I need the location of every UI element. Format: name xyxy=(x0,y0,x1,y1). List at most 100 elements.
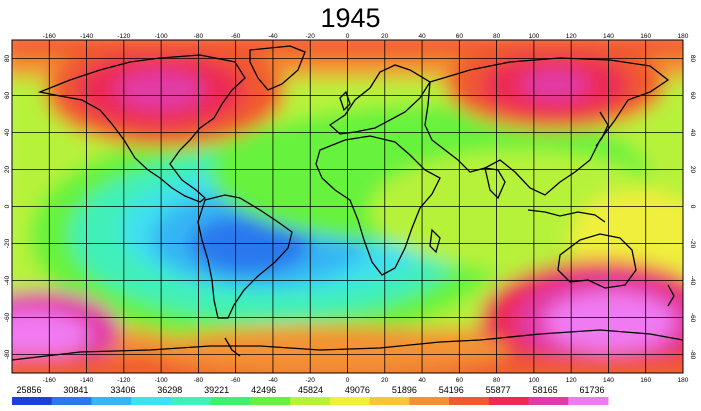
latitude-tick-label: 0 xyxy=(4,204,11,208)
longitude-tick-label: 100 xyxy=(528,33,539,40)
australia-coast xyxy=(557,233,637,289)
longitude-tick-label: -120 xyxy=(117,377,130,384)
latitude-tick-label: 60 xyxy=(689,92,696,100)
legend-value-label: 54196 xyxy=(439,385,464,395)
legend-swatch xyxy=(409,397,450,405)
longitude-tick-label: -40 xyxy=(268,33,278,40)
legend-value-label: 49076 xyxy=(345,385,370,395)
legend-swatch xyxy=(528,397,569,405)
indonesia-coast xyxy=(527,209,606,223)
longitude-tick-label: -100 xyxy=(155,377,168,384)
legend-swatch xyxy=(290,397,331,405)
legend-swatch xyxy=(449,397,490,405)
legend-value-label: 55877 xyxy=(486,385,511,395)
longitude-tick-label: 40 xyxy=(418,33,426,40)
longitude-tick-label: -60 xyxy=(231,377,241,384)
legend-swatch xyxy=(568,397,609,405)
left-latitude-ticks: 80 60 40 20 0 -20 -40 -60 -80 xyxy=(4,55,11,360)
legend-value-label: 36298 xyxy=(157,385,182,395)
legend-value-label: 30841 xyxy=(63,385,88,395)
legend-value-label: 42496 xyxy=(251,385,276,395)
latitude-tick-label: 20 xyxy=(689,166,696,174)
longitude-tick-label: 20 xyxy=(381,377,389,384)
latitude-tick-label: 20 xyxy=(4,166,11,174)
longitude-tick-label: 40 xyxy=(418,377,426,384)
legend-swatch xyxy=(210,397,251,405)
longitude-tick-label: 180 xyxy=(678,377,689,384)
legend-value-label: 39221 xyxy=(204,385,229,395)
legend-value-label: 45824 xyxy=(298,385,323,395)
longitude-tick-label: 20 xyxy=(381,33,389,40)
map-title: 1945 xyxy=(320,3,381,33)
longitude-tick-label: 100 xyxy=(528,377,539,384)
latitude-tick-label: 40 xyxy=(689,129,696,137)
antarctica-coast xyxy=(12,329,683,361)
latitude-tick-label: -80 xyxy=(4,349,11,359)
antarctic-peninsula-coast xyxy=(224,337,241,357)
latitude-tick-label: -40 xyxy=(689,276,696,286)
longitude-tick-label: 60 xyxy=(456,33,464,40)
legend-swatch xyxy=(170,397,212,405)
bottom-longitude-ticks: -160 -140 -120 -100 -80 -60 -40 -20 0 20 40 60 80 100… xyxy=(43,377,689,384)
greenland-coast xyxy=(249,45,306,91)
longitude-tick-label: 0 xyxy=(346,33,350,40)
legend-swatch xyxy=(250,397,291,405)
legend-swatch xyxy=(329,397,371,405)
legend-swatch xyxy=(91,397,132,405)
new-zealand-coast xyxy=(667,284,675,307)
legend-value-label: 58165 xyxy=(533,385,558,395)
japan-coast xyxy=(595,111,609,147)
south-america-coast xyxy=(197,194,293,319)
longitude-tick-label: -20 xyxy=(306,377,316,384)
longitude-tick-label: 160 xyxy=(640,377,651,384)
longitude-tick-label: -100 xyxy=(155,33,168,40)
legend-colorbar xyxy=(12,397,609,405)
legend-swatch xyxy=(369,397,410,405)
longitude-tick-label: 160 xyxy=(640,33,651,40)
madagascar-coast xyxy=(429,228,441,254)
latitude-tick-label: -80 xyxy=(689,350,696,360)
longitude-tick-label: -160 xyxy=(43,33,56,40)
longitude-tick-label: -160 xyxy=(43,377,56,384)
latitude-tick-label: -60 xyxy=(689,313,696,323)
legend-labels: 25856 30841 33406 36298 39221 42496 45824 49076… xyxy=(16,385,604,395)
latitude-tick-label: -60 xyxy=(4,312,11,322)
legend-value-label: 25856 xyxy=(16,385,41,395)
latitude-tick-label: -20 xyxy=(4,238,11,248)
africa-coast xyxy=(315,135,441,276)
longitude-tick-label: -20 xyxy=(306,33,316,40)
legend-swatch xyxy=(488,397,530,405)
top-longitude-ticks: -160 -140 -120 -100 -80 -60 -40 -20 0 20 40 60 80 100… xyxy=(43,33,689,40)
coastline-layer xyxy=(12,45,683,361)
legend-value-label: 61736 xyxy=(579,385,604,395)
legend-swatch xyxy=(131,397,172,405)
map-frame xyxy=(11,39,684,374)
longitude-tick-label: 180 xyxy=(678,33,689,40)
longitude-tick-label: 80 xyxy=(493,377,501,384)
latitude-tick-label: -40 xyxy=(4,275,11,285)
latitude-tick-label: 80 xyxy=(4,55,11,63)
latitude-tick-label: 0 xyxy=(689,205,696,209)
legend-value-label: 51896 xyxy=(392,385,417,395)
longitude-tick-label: -140 xyxy=(80,33,93,40)
longitude-tick-label: -80 xyxy=(194,377,204,384)
legend-value-label: 33406 xyxy=(110,385,135,395)
longitude-tick-label: 140 xyxy=(603,377,614,384)
north-america-coast xyxy=(37,54,246,203)
longitude-tick-label: 120 xyxy=(566,377,577,384)
uk-coast xyxy=(339,90,351,112)
longitude-tick-label: 0 xyxy=(346,377,350,384)
field-layer xyxy=(12,40,683,373)
longitude-tick-label: 80 xyxy=(493,33,501,40)
legend-swatch xyxy=(51,397,92,405)
longitude-tick-label: -60 xyxy=(231,33,241,40)
longitude-tick-label: 120 xyxy=(566,33,577,40)
legend-swatch xyxy=(12,397,53,405)
longitude-tick-label: -80 xyxy=(194,33,204,40)
latitude-tick-label: 40 xyxy=(4,129,11,137)
longitude-tick-label: -40 xyxy=(268,377,278,384)
latitude-tick-label: 80 xyxy=(689,55,696,63)
longitude-tick-label: -140 xyxy=(80,377,93,384)
asia-coast xyxy=(424,57,670,196)
